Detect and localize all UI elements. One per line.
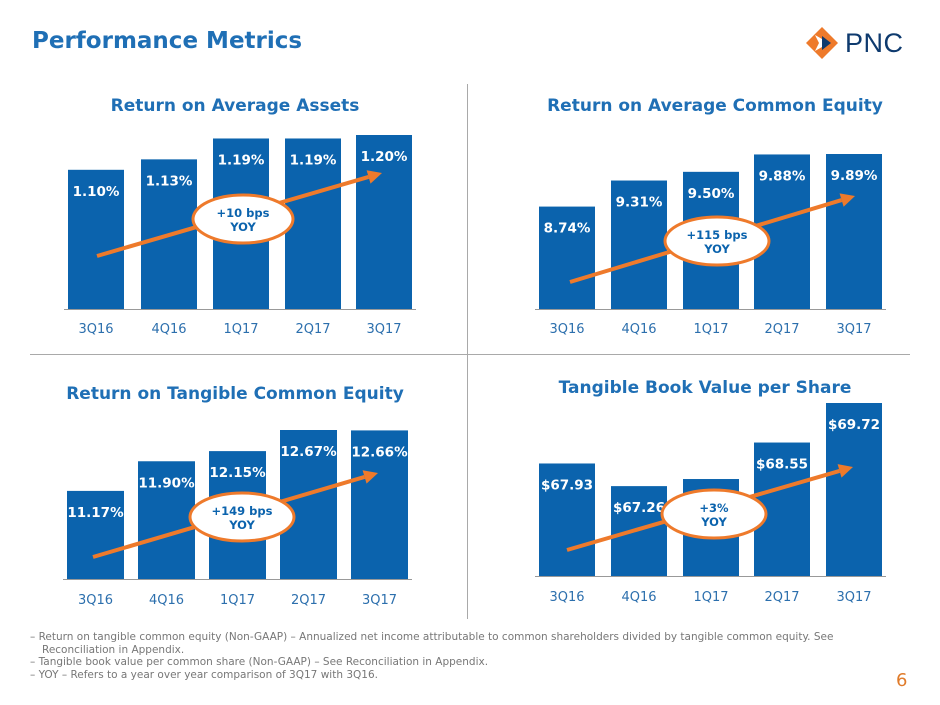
tick-label-roace-4Q16: 4Q16: [621, 322, 656, 337]
tick-label-roace-3Q16: 3Q16: [549, 322, 584, 337]
callout-yoy-roace: YOY: [703, 242, 730, 256]
pnc-logo: PNC: [805, 26, 904, 60]
data-label-tbvps-3Q16: $67.93: [541, 477, 593, 493]
data-label-roace-1Q17: 9.50%: [688, 186, 735, 202]
tick-label-roaa-2Q17: 2Q17: [295, 322, 330, 337]
tick-label-tbvps-1Q17: 1Q17: [693, 590, 728, 605]
callout-roaa: [191, 193, 295, 245]
callout-change-tbvps: +3%: [699, 501, 729, 515]
data-label-rotce-2Q17: 12.67%: [280, 444, 337, 460]
bar-roace-3Q16: [539, 206, 595, 309]
trend-arrowhead-roaa: [366, 170, 382, 184]
tick-label-rotce-3Q17: 3Q17: [362, 593, 397, 608]
tick-label-roaa-1Q17: 1Q17: [223, 322, 258, 337]
data-label-tbvps-3Q17: $69.72: [828, 417, 880, 433]
bar-roace-4Q16: [611, 180, 667, 309]
callout-yoy-tbvps: YOY: [700, 515, 727, 529]
footnote-tbv: – Tangible book value per common share (…: [30, 656, 489, 668]
data-label-roaa-4Q16: 1.13%: [146, 173, 193, 189]
data-label-roace-3Q17: 9.89%: [831, 168, 878, 184]
tick-label-tbvps-2Q17: 2Q17: [764, 590, 799, 605]
data-label-roaa-2Q17: 1.19%: [290, 152, 337, 168]
tick-label-roaa-4Q16: 4Q16: [151, 322, 186, 337]
vertical-divider: [467, 84, 468, 619]
bar-rotce-4Q16: [138, 461, 195, 579]
data-label-rotce-3Q17: 12.66%: [351, 444, 408, 460]
bar-tbvps-3Q16: [539, 463, 595, 576]
logo-text: PNC: [845, 27, 904, 58]
bar-roaa-3Q16: [68, 169, 124, 309]
trend-arrowhead-rotce: [362, 470, 378, 484]
trend-arrowhead-tbvps: [837, 464, 853, 478]
callout-change-rotce: +149 bps: [212, 504, 273, 518]
callout-tbvps: [660, 488, 768, 540]
tick-label-rotce-1Q17: 1Q17: [220, 593, 255, 608]
data-label-tbvps-2Q17: $68.55: [756, 457, 808, 473]
callout-change-roaa: +10 bps: [217, 206, 270, 220]
tick-label-tbvps-4Q16: 4Q16: [621, 590, 656, 605]
data-label-roaa-3Q16: 1.10%: [73, 184, 120, 200]
bar-rotce-3Q16: [67, 490, 124, 579]
footnote-rotce: – Return on tangible common equity (Non-…: [30, 631, 834, 656]
chart-title-roaa: Return on Average Assets: [110, 96, 360, 116]
tick-label-roace-3Q17: 3Q17: [836, 322, 871, 337]
callout-yoy-rotce: YOY: [228, 518, 255, 532]
data-label-roaa-3Q17: 1.20%: [361, 149, 408, 165]
bar-roace-3Q17: [826, 154, 882, 309]
data-label-roaa-1Q17: 1.19%: [218, 152, 265, 168]
footnotes: – Return on tangible common equity (Non-…: [30, 631, 850, 681]
trend-arrowhead-roace: [839, 193, 855, 207]
chart-title-tbvps: Tangible Book Value per Share: [558, 378, 852, 398]
footnote-yoy: – YOY – Refers to a year over year compa…: [30, 668, 378, 681]
tick-label-rotce-2Q17: 2Q17: [291, 593, 326, 608]
data-label-roace-3Q16: 8.74%: [544, 221, 591, 237]
callout-roace: [663, 215, 771, 267]
tick-label-tbvps-3Q16: 3Q16: [549, 590, 584, 605]
callout-yoy-roaa: YOY: [229, 220, 256, 234]
bar-tbvps-3Q17: [826, 403, 882, 576]
data-label-roace-2Q17: 9.88%: [759, 168, 806, 184]
bar-roaa-3Q17: [356, 135, 412, 309]
tick-label-roace-1Q17: 1Q17: [693, 322, 728, 337]
data-label-roace-4Q16: 9.31%: [616, 195, 663, 211]
bar-rotce-2Q17: [280, 430, 337, 579]
tick-label-rotce-3Q16: 3Q16: [78, 593, 113, 608]
data-label-tbvps-4Q16: $67.26: [613, 500, 665, 516]
tick-label-roaa-3Q17: 3Q17: [366, 322, 401, 337]
tick-label-tbvps-3Q17: 3Q17: [836, 590, 871, 605]
horizontal-divider: [30, 354, 910, 355]
tick-label-rotce-4Q16: 4Q16: [149, 593, 184, 608]
tick-label-roace-2Q17: 2Q17: [764, 322, 799, 337]
tick-label-roaa-3Q16: 3Q16: [78, 322, 113, 337]
callout-change-roace: +115 bps: [687, 228, 748, 242]
page-title: Performance Metrics: [32, 28, 303, 54]
data-label-rotce-1Q17: 12.15%: [209, 465, 266, 481]
chart-title-roace: Return on Average Common Equity: [547, 96, 883, 116]
chart-title-rotce: Return on Tangible Common Equity: [66, 384, 404, 404]
data-label-rotce-4Q16: 11.90%: [138, 475, 195, 491]
bar-roaa-2Q17: [285, 138, 341, 309]
pnc-logo-icon: [806, 27, 838, 59]
page-number: 6: [896, 670, 908, 691]
data-label-rotce-3Q16: 11.17%: [67, 505, 124, 521]
callout-rotce: [188, 491, 296, 543]
bar-rotce-3Q17: [351, 430, 408, 579]
